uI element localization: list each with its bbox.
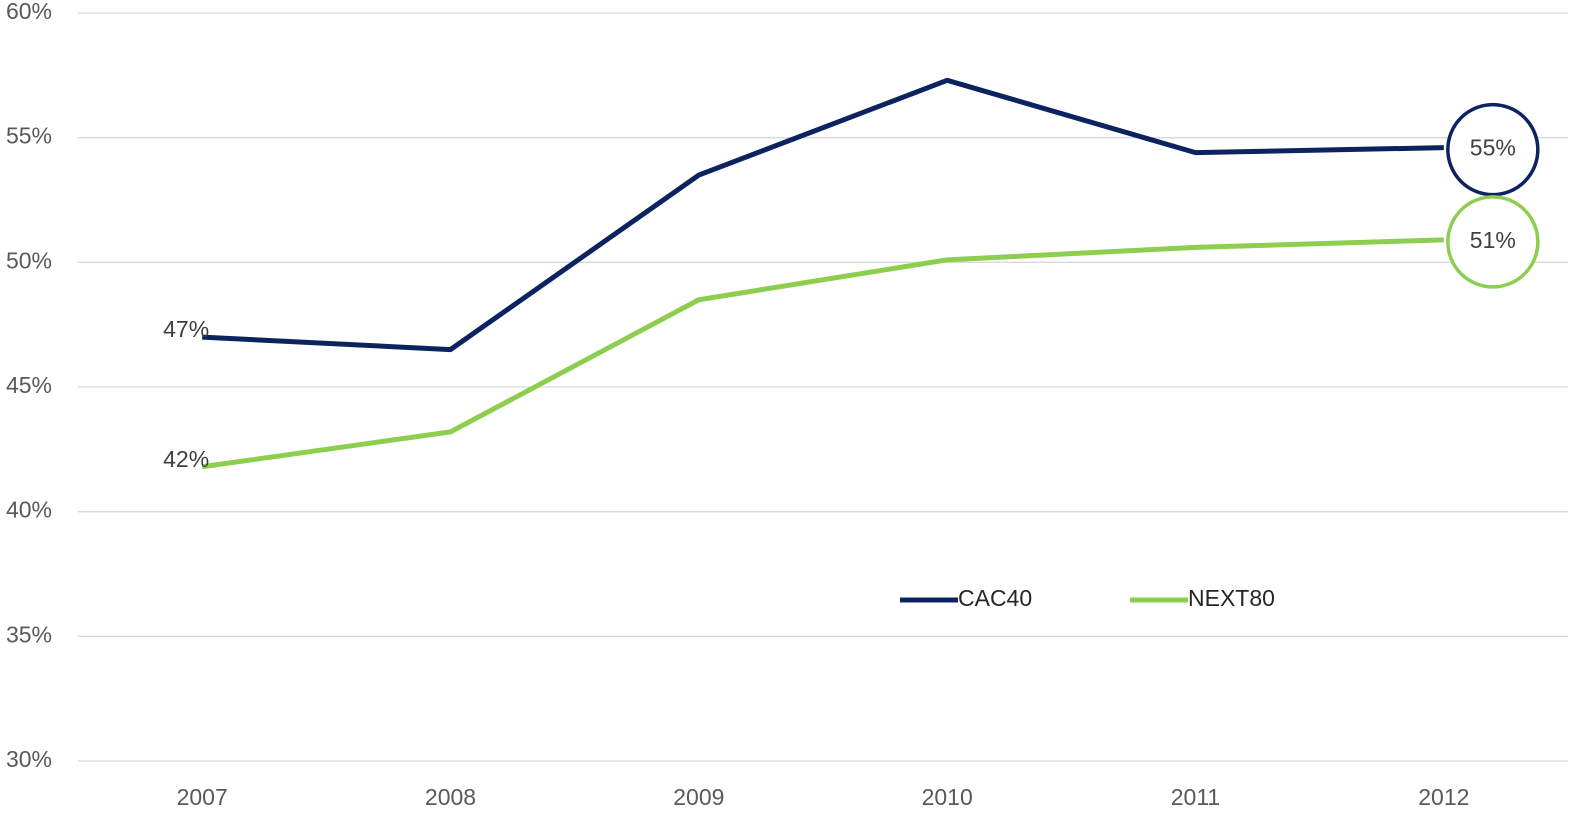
x-tick-label: 2011	[1171, 784, 1220, 810]
y-tick-label: 60%	[6, 0, 52, 24]
x-tick-label: 2010	[922, 784, 973, 810]
series-line	[201, 237, 1444, 470]
x-tick-label: 2012	[1418, 784, 1469, 810]
legend-label: NEXT80	[1188, 585, 1275, 611]
y-tick-label: 35%	[6, 621, 52, 647]
y-tick-label: 30%	[6, 746, 52, 772]
legend-label: CAC40	[958, 585, 1032, 611]
y-tick-label: 50%	[6, 247, 52, 273]
x-tick-label: 2009	[673, 784, 724, 810]
data-label: 55%	[1470, 135, 1516, 161]
label-circle	[1446, 195, 1540, 289]
y-tick-label: 55%	[6, 123, 52, 149]
series-line	[202, 77, 1444, 353]
label-circle	[1446, 102, 1540, 197]
y-tick-label: 45%	[6, 372, 52, 398]
x-tick-label: 2008	[425, 784, 476, 810]
data-label: 51%	[1470, 227, 1516, 253]
x-tick-label: 2007	[177, 784, 228, 810]
data-label: 47%	[163, 316, 209, 342]
data-label: 42%	[163, 446, 209, 472]
y-tick-label: 40%	[6, 497, 52, 523]
